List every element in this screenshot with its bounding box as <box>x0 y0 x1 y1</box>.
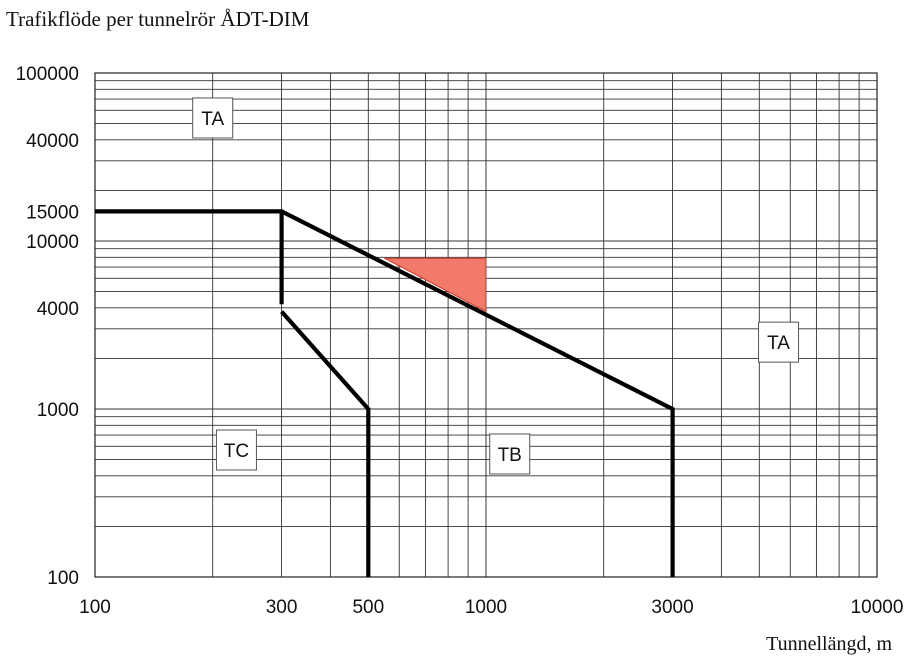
y-tick-label: 100 <box>47 568 79 589</box>
x-tick-label: 10000 <box>851 597 904 618</box>
region-labels: TA TA TC TB <box>192 97 800 475</box>
grid <box>94 72 878 578</box>
highlight-area-layer <box>384 257 487 313</box>
x-axis-label: Tunnellängd, m <box>766 633 892 655</box>
region-label-box <box>489 433 531 475</box>
x-tick-label: 1000 <box>465 597 507 618</box>
boundary-line-3 <box>280 310 371 577</box>
region-label-box <box>192 97 234 139</box>
y-tick-label: 10000 <box>26 232 79 253</box>
region-label-text: TA <box>767 333 790 354</box>
region-label-tb: TB <box>489 433 531 475</box>
y-tick-label: 4000 <box>37 299 79 320</box>
highlight-area <box>384 257 487 313</box>
y-axis-ticks: 100 1000 4000 10000 15000 40000 100000 <box>16 64 79 589</box>
region-label-tc: TC <box>215 429 257 471</box>
plot-frame <box>94 72 878 578</box>
y-tick-label: 40000 <box>26 131 79 152</box>
x-axis-ticks: 100 300 500 1000 3000 10000 <box>79 597 903 618</box>
boundary-line-1 <box>95 209 675 577</box>
x-tick-label: 3000 <box>651 597 693 618</box>
region-label-text: TB <box>498 445 522 466</box>
chart-title: Trafikflöde per tunnelrör ÅDT-DIM <box>6 7 310 31</box>
region-label-box <box>215 429 257 471</box>
y-tick-label: 100000 <box>16 64 79 85</box>
x-tick-label: 500 <box>352 597 384 618</box>
y-tick-label: 1000 <box>37 400 79 421</box>
x-tick-label: 300 <box>266 597 298 618</box>
region-label-text: TA <box>201 109 224 130</box>
region-label-text: TC <box>224 441 249 462</box>
y-tick-label: 15000 <box>26 202 79 223</box>
boundary-lines <box>95 209 675 577</box>
x-tick-label: 100 <box>79 597 111 618</box>
region-label-box <box>758 321 800 363</box>
region-label-ta: TA <box>192 97 234 139</box>
region-label-ta: TA <box>758 321 800 363</box>
